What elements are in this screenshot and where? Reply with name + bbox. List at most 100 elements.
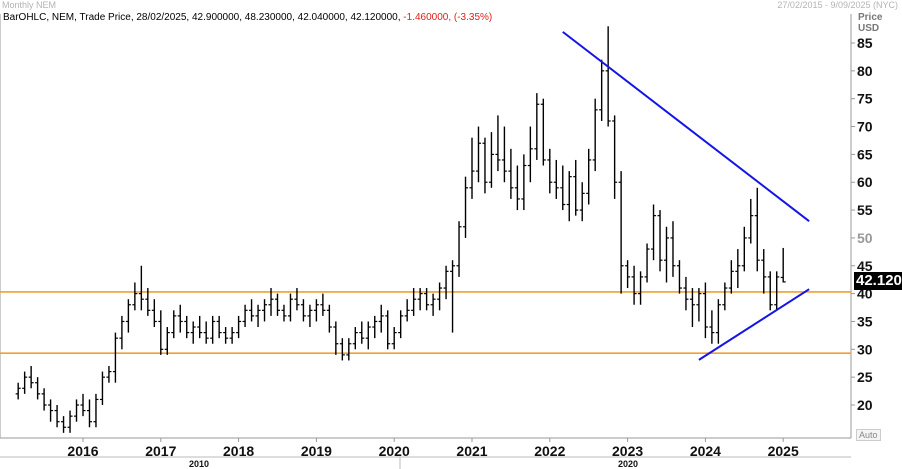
ohlc-bar <box>145 288 151 316</box>
ohlc-bar <box>307 304 313 328</box>
chart-title: Monthly NEM <box>2 0 57 10</box>
ohlc-bar <box>560 165 566 211</box>
y-tick-label: 55 <box>857 202 873 218</box>
last-price-marker: 42.120 <box>854 272 902 290</box>
ohlc-bar <box>767 271 773 311</box>
ohlc-bar <box>527 126 533 183</box>
ohlc-bar <box>450 260 456 333</box>
ohlc-bar <box>74 399 80 422</box>
ohlc-bar <box>689 288 695 328</box>
ohlc-bar <box>86 399 92 428</box>
ohlc-bar <box>463 176 469 238</box>
ohlc-bar <box>326 304 332 333</box>
ohlc-bar <box>754 187 760 272</box>
ohlc-bar <box>411 288 417 316</box>
ohlc-bar <box>67 410 73 433</box>
ohlc-bar <box>657 210 663 272</box>
ohlc-bar <box>534 93 540 160</box>
ohlc-bar <box>119 315 125 350</box>
ohlc-bar <box>268 288 274 316</box>
y-tick-label: 20 <box>857 397 873 413</box>
ohlc-bar <box>177 304 183 333</box>
x-tick-label: 2017 <box>145 443 176 459</box>
ohlc-bar <box>171 310 177 339</box>
ohlc-bar <box>521 154 527 211</box>
ohlc-bar <box>346 338 352 361</box>
ohlc-bar <box>547 148 553 194</box>
trendline-1 <box>562 31 810 223</box>
ohlc-bar <box>138 265 144 311</box>
ohlc-bar <box>287 293 293 322</box>
ohlc-bar <box>683 276 689 311</box>
ohlc-bar <box>566 171 572 222</box>
ohlc-bar <box>275 293 280 316</box>
ohlc-bar <box>404 299 410 322</box>
ohlc-bar <box>437 282 443 311</box>
legend-prefix: BarOHLC, NEM, Trade Price, 28/02/2025, 4… <box>3 12 401 23</box>
ohlc-bar <box>508 148 514 199</box>
y-tick-label: 45 <box>857 258 873 274</box>
ohlc-bar <box>255 304 261 328</box>
trendline-2 <box>698 288 810 361</box>
ohlc-bar <box>106 366 112 383</box>
ohlc-bar <box>398 310 404 339</box>
y-axis-currency-label: USD <box>858 23 880 34</box>
x-tick-label: 2023 <box>612 443 643 459</box>
ohlc-bar <box>676 260 682 294</box>
ohlc-bar <box>112 332 118 383</box>
ohlc-bar <box>385 310 391 350</box>
x-tick-label: 2022 <box>534 443 565 459</box>
y-tick-label: 80 <box>857 63 873 79</box>
x-tick-label: 2025 <box>768 443 799 459</box>
ohlc-bar <box>125 299 131 333</box>
y-tick-label: 50 <box>857 230 873 246</box>
ohlc-bar <box>28 366 34 389</box>
ohlc-bar <box>501 126 507 183</box>
ohlc-bar <box>780 247 786 283</box>
x-tick-label: 2020 <box>379 443 410 459</box>
ohlc-bar <box>93 393 99 428</box>
ohlc-bar <box>748 198 754 244</box>
ohlc-bar <box>573 159 579 216</box>
ohlc-bar <box>618 171 624 294</box>
ohlc-bar <box>262 299 268 322</box>
y-tick-label: 60 <box>857 174 873 190</box>
ohlc-bar <box>35 377 41 400</box>
ohlc-bar <box>664 226 669 283</box>
ohlc-bar <box>722 282 728 311</box>
ohlc-bar <box>242 304 248 328</box>
y-tick-label: 25 <box>857 369 873 385</box>
ohlc-bar <box>605 26 611 127</box>
ohlc-bar <box>216 315 222 339</box>
ohlc-bar <box>236 315 242 339</box>
ohlc-bar <box>625 260 631 289</box>
x-tick-label: 2019 <box>301 443 332 459</box>
sub-axis-label: 2010 <box>189 459 209 469</box>
ohlc-bar <box>761 249 767 294</box>
ohlc-bar <box>320 293 326 316</box>
ohlc-bar <box>132 282 138 311</box>
ohlc-bar <box>158 310 164 355</box>
ohlc-bar <box>197 315 203 339</box>
series-legend: BarOHLC, NEM, Trade Price, 28/02/2025, 4… <box>3 12 492 23</box>
ohlc-bar <box>352 327 358 350</box>
ohlc-bar <box>41 388 47 411</box>
date-range-label: 27/02/2015 - 9/09/2025 (NYC) <box>777 0 898 10</box>
y-tick-label: 85 <box>857 35 873 51</box>
ohlc-bar <box>417 288 423 311</box>
ohlc-bar <box>715 299 721 344</box>
ohlc-bar <box>391 327 397 350</box>
ohlc-bar <box>210 315 216 344</box>
ohlc-bar <box>488 132 494 188</box>
ohlc-bar <box>586 148 592 205</box>
ohlc-bar <box>443 265 449 300</box>
ohlc-bar <box>735 249 741 289</box>
ohlc-bar <box>456 221 462 277</box>
ohlc-bar <box>15 382 21 400</box>
ohlc-bar <box>424 288 430 311</box>
ohlc-bar <box>599 59 605 121</box>
y-tick-label: 70 <box>857 119 873 135</box>
ohlc-bar <box>774 271 780 311</box>
auto-scale-button[interactable]: Auto <box>856 429 881 441</box>
